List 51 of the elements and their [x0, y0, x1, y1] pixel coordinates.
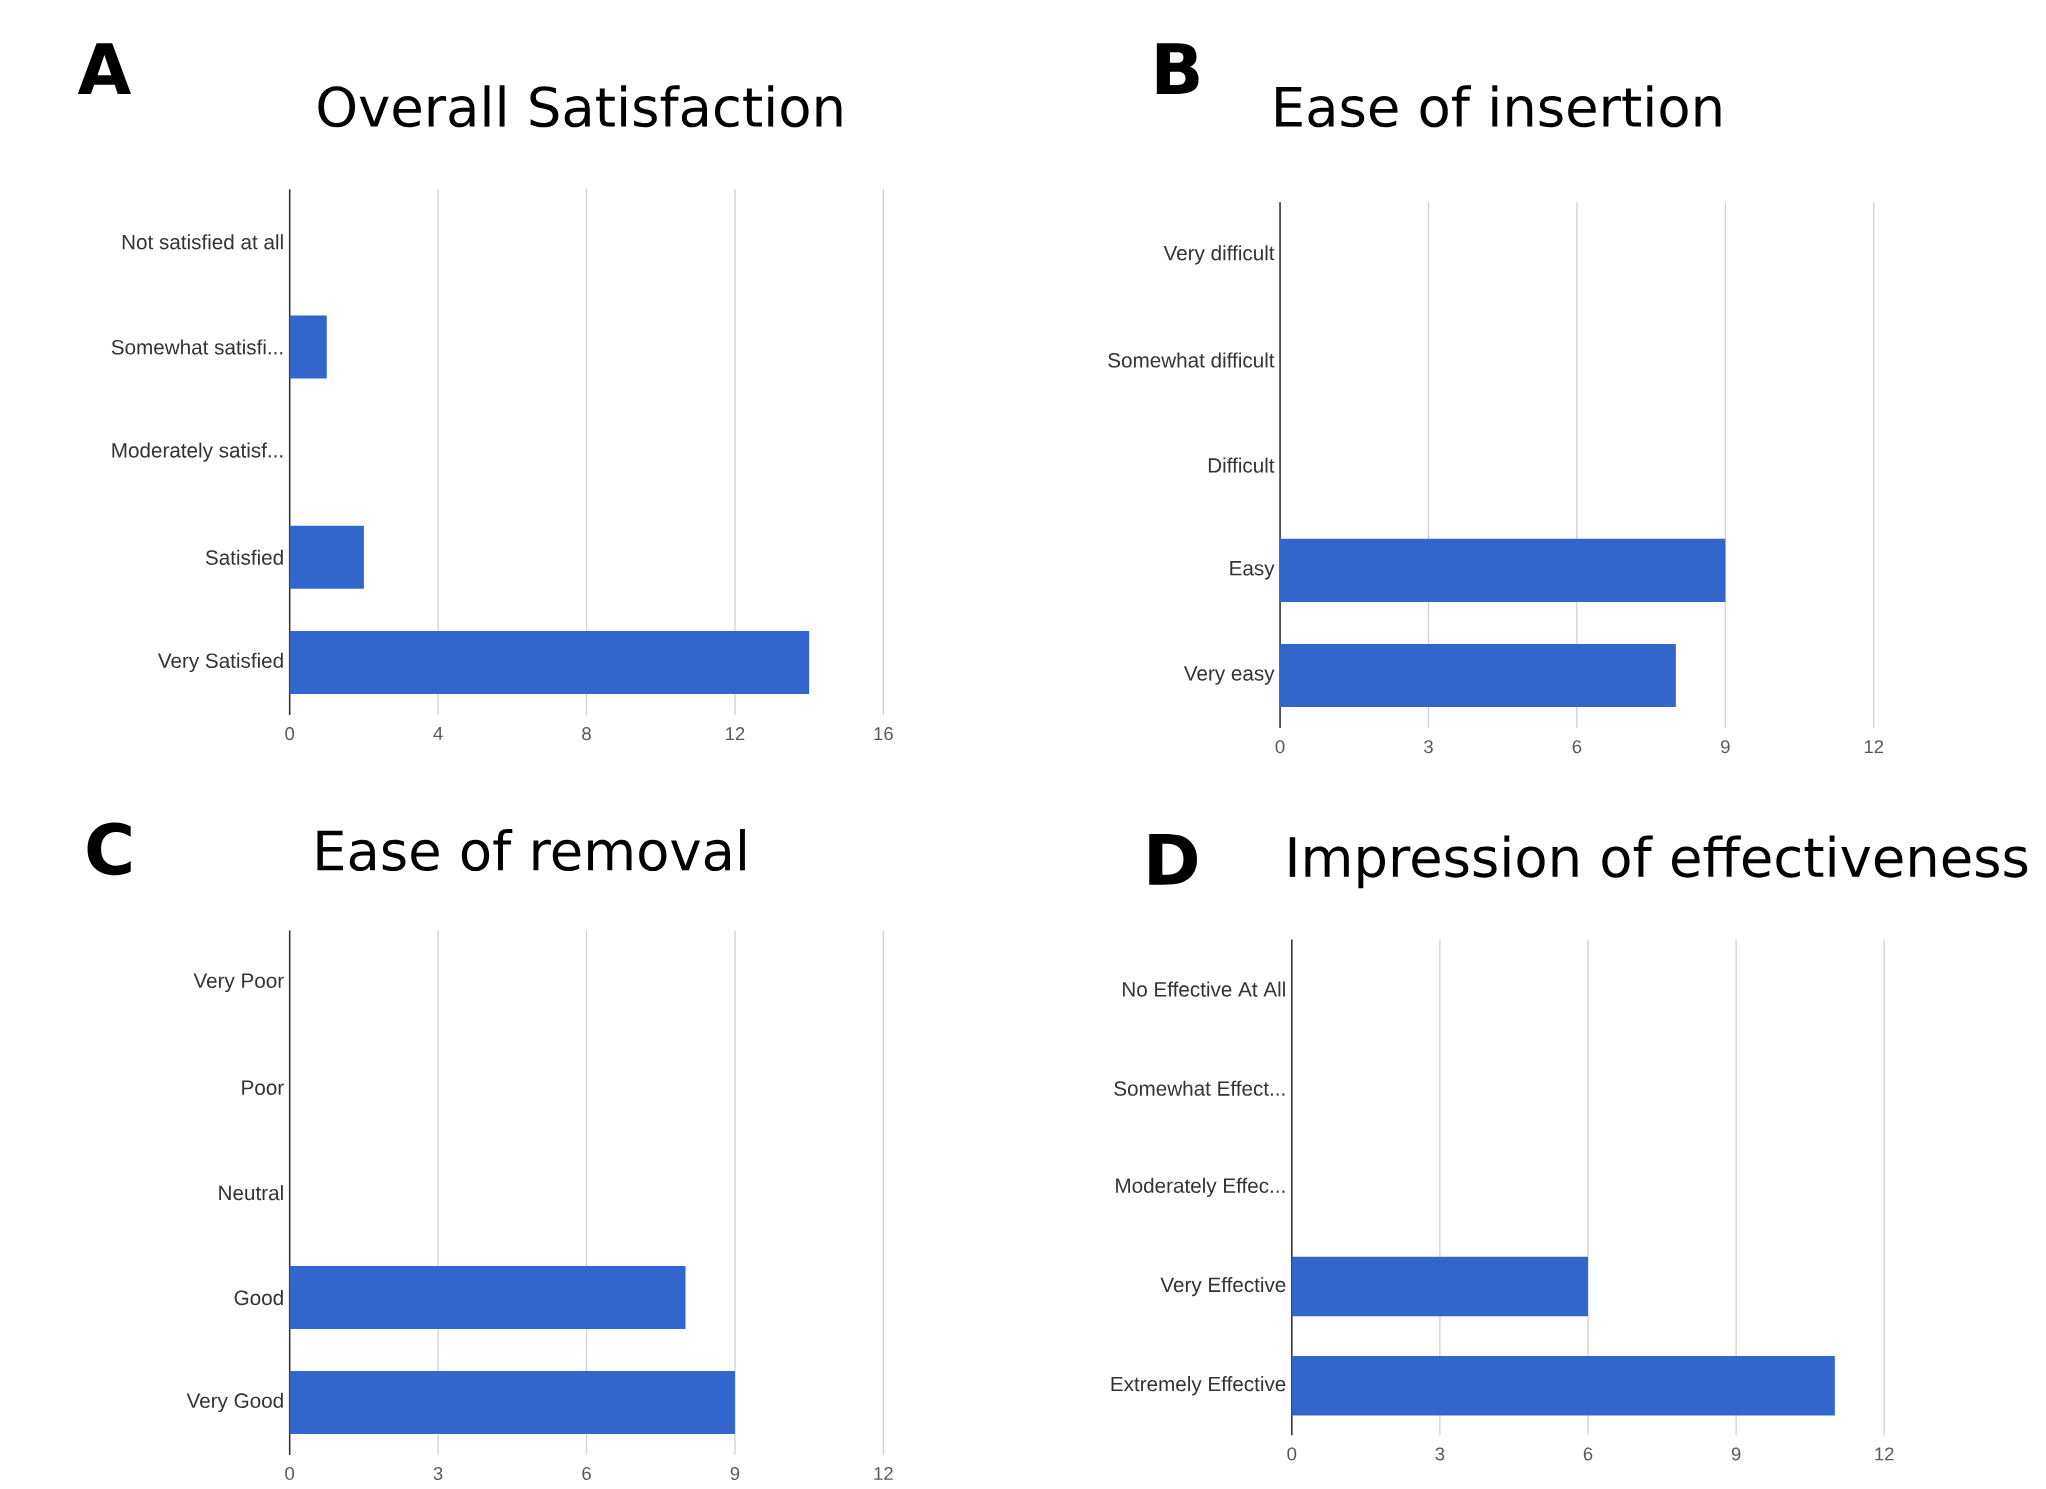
- x-tick-label: 3: [1424, 740, 1433, 754]
- x-tick-label: 0: [285, 727, 295, 741]
- y-tick-label: Not satisfied at all: [122, 234, 283, 250]
- x-tick-label: 0: [1287, 1447, 1297, 1461]
- x-tick-label: 12: [874, 1467, 893, 1480]
- y-tick-label: Very Satisfied: [157, 652, 283, 673]
- y-tick-label: Very easy: [1183, 666, 1275, 685]
- y-tick-label: Moderately Effec...: [1116, 1177, 1285, 1198]
- bar: [289, 631, 810, 695]
- text: D: [1149, 834, 1198, 885]
- y-tick-label: Extremely Effective: [1111, 1376, 1286, 1396]
- y-tick-label: Somewhat satisfi...: [111, 339, 283, 355]
- x-tick-label: 9: [1721, 740, 1730, 754]
- y-tick-label: Somewhat difficult: [1108, 352, 1275, 368]
- y-tick-label: No Effective At All: [1123, 981, 1285, 997]
- bar: [289, 315, 327, 379]
- y-tick-label: Very Effective: [1160, 1277, 1286, 1297]
- y-tick-label: Somewhat Effect...: [1114, 1080, 1285, 1096]
- y-tick-label: Good: [234, 1290, 283, 1306]
- x-tick-label: 12: [1875, 1447, 1894, 1461]
- x-tick-label: 12: [1864, 740, 1884, 754]
- y-tick-label: Very Poor: [193, 973, 284, 993]
- x-tick-label: 6: [582, 1467, 591, 1481]
- x-tick-label: 3: [433, 1467, 443, 1481]
- x-tick-label: 12: [726, 727, 745, 741]
- chart-title: Impression of effectiveness: [1289, 835, 2028, 889]
- x-tick-label: 9: [1731, 1447, 1741, 1461]
- x-tick-label: 6: [1583, 1447, 1593, 1461]
- y-tick-label: Very Good: [186, 1392, 283, 1413]
- text: A: [77, 43, 131, 95]
- x-tick-label: 8: [582, 727, 591, 741]
- x-tick-label: 16: [874, 727, 893, 741]
- chart-title: Overall Satisfaction: [318, 85, 842, 128]
- x-tick-label: 0: [285, 1467, 295, 1481]
- x-tick-label: 0: [1275, 740, 1285, 754]
- y-tick-label: Poor: [242, 1080, 284, 1096]
- x-tick-label: 4: [433, 727, 443, 740]
- x-tick-label: 3: [1435, 1447, 1445, 1461]
- x-tick-label: 9: [730, 1467, 740, 1481]
- text: B: [1156, 43, 1199, 95]
- chart-title: Ease of insertion: [1276, 85, 1721, 128]
- y-tick-label: Neutral: [219, 1185, 283, 1201]
- y-tick-label: Easy: [1230, 561, 1275, 580]
- y-tick-label: Satisfied: [205, 549, 283, 565]
- x-tick-label: 6: [1572, 740, 1582, 754]
- y-tick-label: Difficult: [1208, 457, 1275, 473]
- text: C: [87, 822, 131, 876]
- chart-title: Ease of removal: [317, 829, 745, 872]
- y-tick-label: Moderately satisf...: [112, 442, 283, 462]
- bar: [289, 525, 364, 589]
- y-tick-label: Very difficult: [1163, 245, 1275, 265]
